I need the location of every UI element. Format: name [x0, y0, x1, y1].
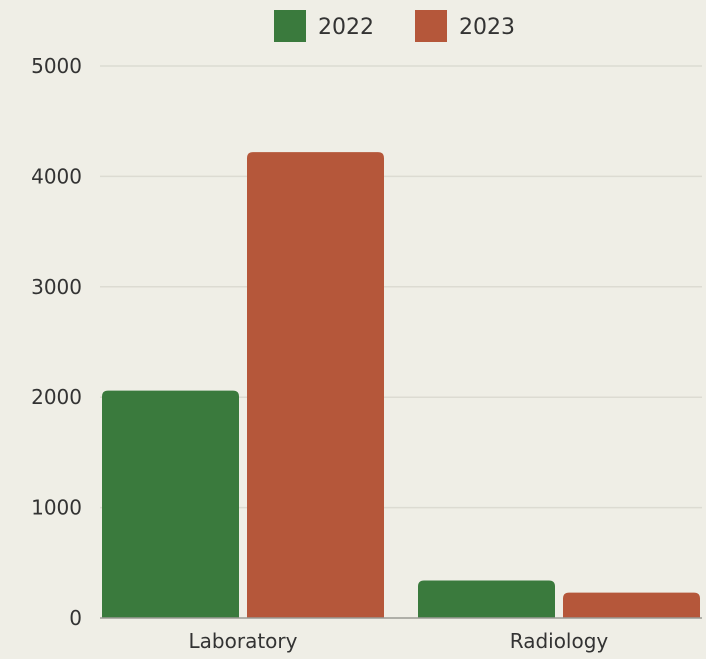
bars — [102, 152, 700, 618]
y-tick-label: 3000 — [31, 275, 82, 299]
bar-radiology-2022 — [418, 580, 555, 618]
bar-radiology-2023 — [563, 592, 700, 618]
x-category-label: Laboratory — [189, 629, 298, 653]
x-axis-categories: Laboratory Radiology — [189, 629, 609, 653]
y-tick-label: 5000 — [31, 54, 82, 78]
legend: 2022 2023 — [274, 10, 515, 42]
y-tick-label: 0 — [69, 606, 82, 630]
bar-laboratory-2022 — [102, 390, 239, 618]
y-axis-ticks: 0 1000 2000 3000 4000 5000 — [31, 54, 82, 630]
y-tick-label: 1000 — [31, 496, 82, 520]
y-tick-label: 4000 — [31, 164, 82, 188]
legend-swatch-2023 — [415, 10, 447, 42]
x-category-label: Radiology — [510, 629, 609, 653]
bar-laboratory-2023 — [247, 152, 384, 618]
y-tick-label: 2000 — [31, 385, 82, 409]
legend-swatch-2022 — [274, 10, 306, 42]
legend-label-2023: 2023 — [459, 15, 515, 40]
legend-label-2022: 2022 — [318, 15, 374, 40]
